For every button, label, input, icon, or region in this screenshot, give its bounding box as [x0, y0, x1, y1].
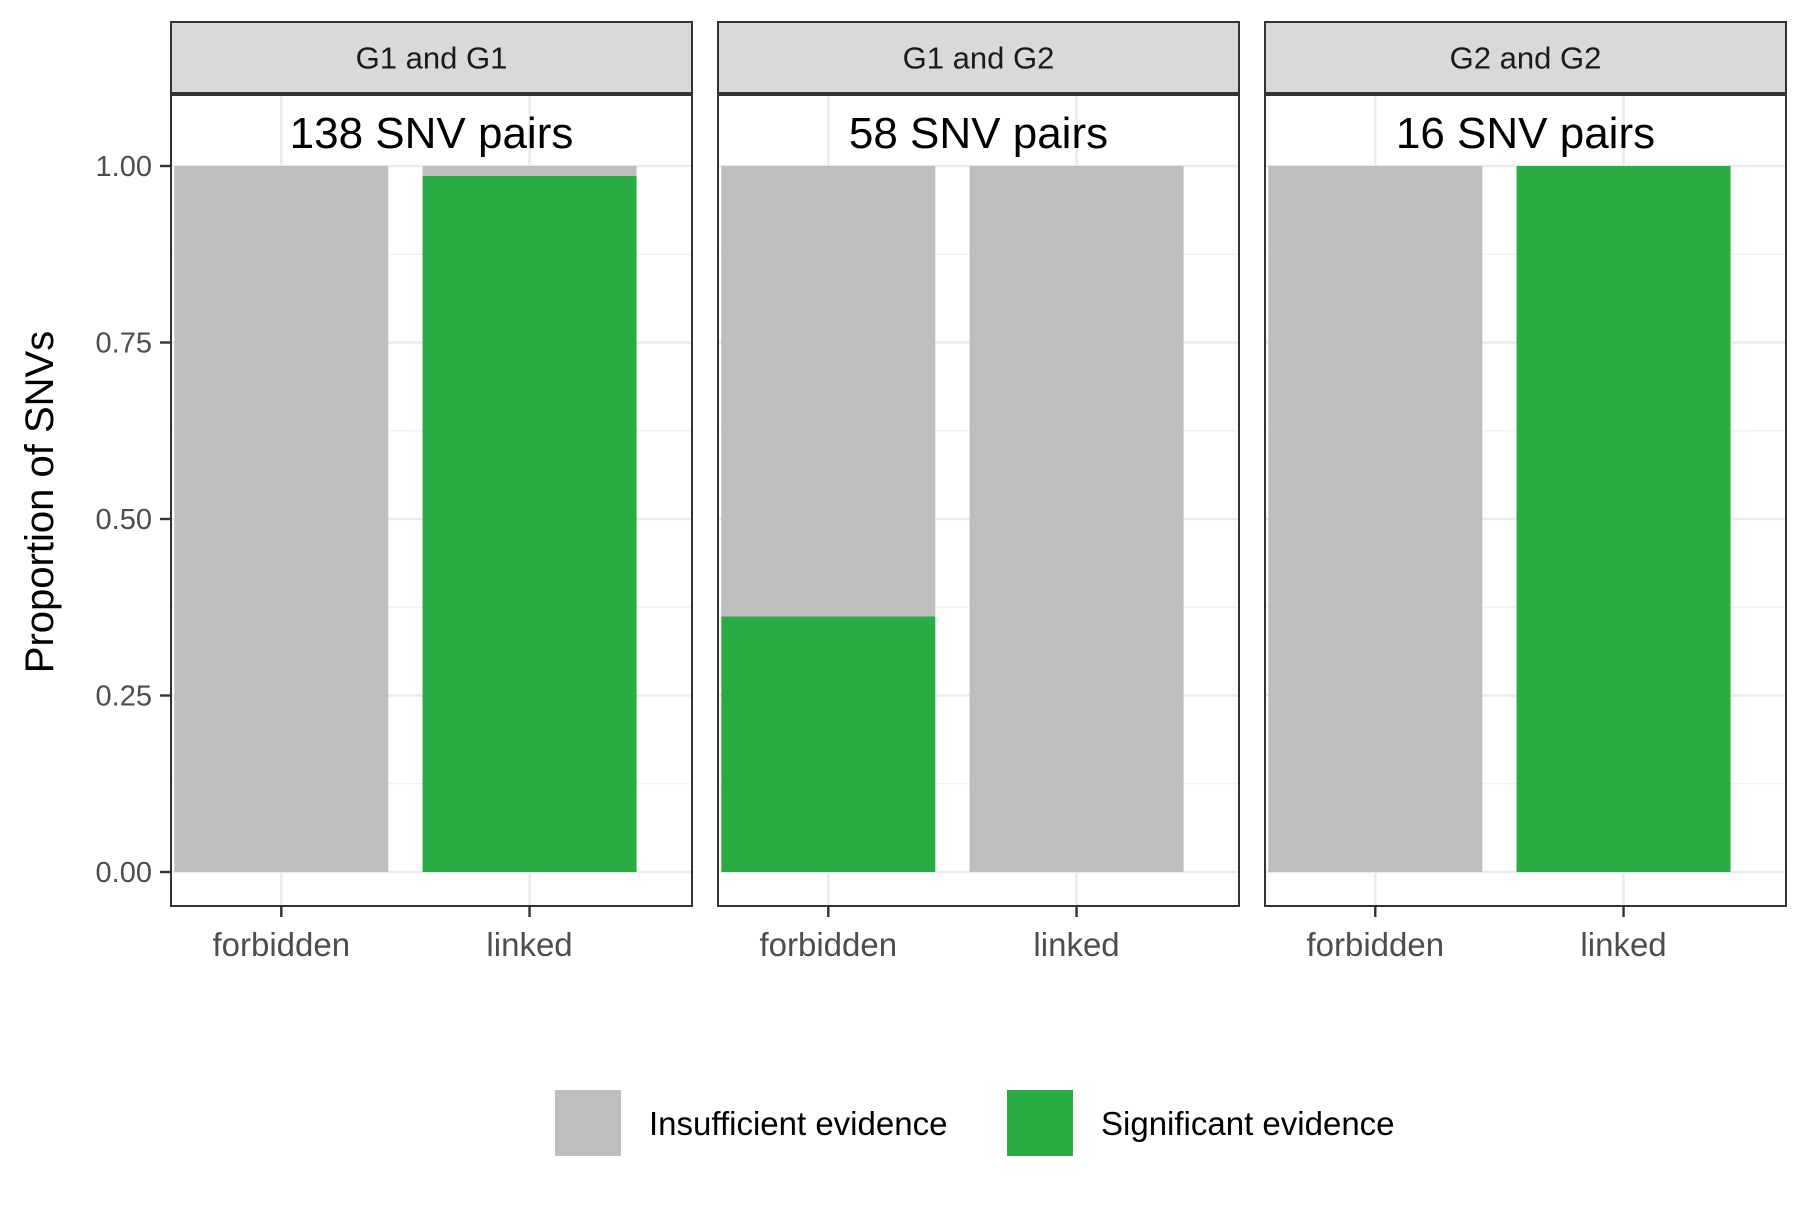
x-tick-label: forbidden [212, 926, 350, 963]
y-tick-label: 0.00 [96, 857, 152, 889]
bar-significant [721, 616, 936, 872]
bar-insufficient [969, 166, 1184, 872]
legend-item: Significant evidence [1007, 1090, 1395, 1156]
y-tick-label: 1.00 [96, 151, 152, 183]
bar-insufficient [422, 166, 637, 176]
legend-swatch [555, 1090, 621, 1156]
legend-label: Insufficient evidence [649, 1105, 947, 1142]
legend-swatch [1007, 1090, 1073, 1156]
facet-strip-label: G2 and G2 [1450, 41, 1602, 76]
y-tick-label: 0.75 [96, 328, 152, 360]
x-tick-label: forbidden [1306, 926, 1444, 963]
legend-label: Significant evidence [1101, 1105, 1395, 1142]
bar-insufficient [721, 166, 936, 617]
bar-significant [1516, 166, 1731, 872]
panel-annotation: 58 SNV pairs [849, 109, 1108, 158]
facet-strip-label: G1 and G1 [356, 41, 508, 76]
axis-layer: Proportion of SNVs [18, 331, 62, 673]
y-axis-label: Proportion of SNVs [18, 331, 62, 673]
facet-panel: G2 and G2 forbidden linked 16 SNV pairs [1264, 21, 1787, 963]
facet-strip [170, 21, 693, 94]
facet-panel: G1 and G2 forbidden linked 58 SNV pairs [717, 21, 1240, 963]
facet-strip [1264, 21, 1787, 94]
bar-insufficient [1268, 166, 1483, 872]
bar-significant [422, 175, 637, 872]
x-tick-label: linked [1580, 926, 1666, 963]
facet-strip [717, 21, 1240, 94]
facet-panel: G1 and G1 forbidden linked 138 SNV pairs 0.0… [96, 21, 693, 963]
legend-item: Insufficient evidence [555, 1090, 947, 1156]
panels-layer: G1 and G1 forbidden linked 138 SNV pairs 0.0… [96, 21, 1787, 963]
y-tick-label: 0.50 [96, 504, 152, 536]
x-tick-label: linked [486, 926, 572, 963]
y-tick-label: 0.25 [96, 681, 152, 713]
panel-border [170, 94, 693, 907]
facet-strip-label: G1 and G2 [903, 41, 1055, 76]
x-tick-label: forbidden [759, 926, 897, 963]
panel-annotation: 16 SNV pairs [1396, 109, 1655, 158]
panel-annotation: 138 SNV pairs [290, 109, 574, 158]
bar-insufficient [174, 166, 389, 872]
x-tick-label: linked [1033, 926, 1119, 963]
panel-border [1264, 94, 1787, 907]
panel-border [717, 94, 1240, 907]
legend: Insufficient evidence Significant evidenc… [555, 1090, 1395, 1156]
